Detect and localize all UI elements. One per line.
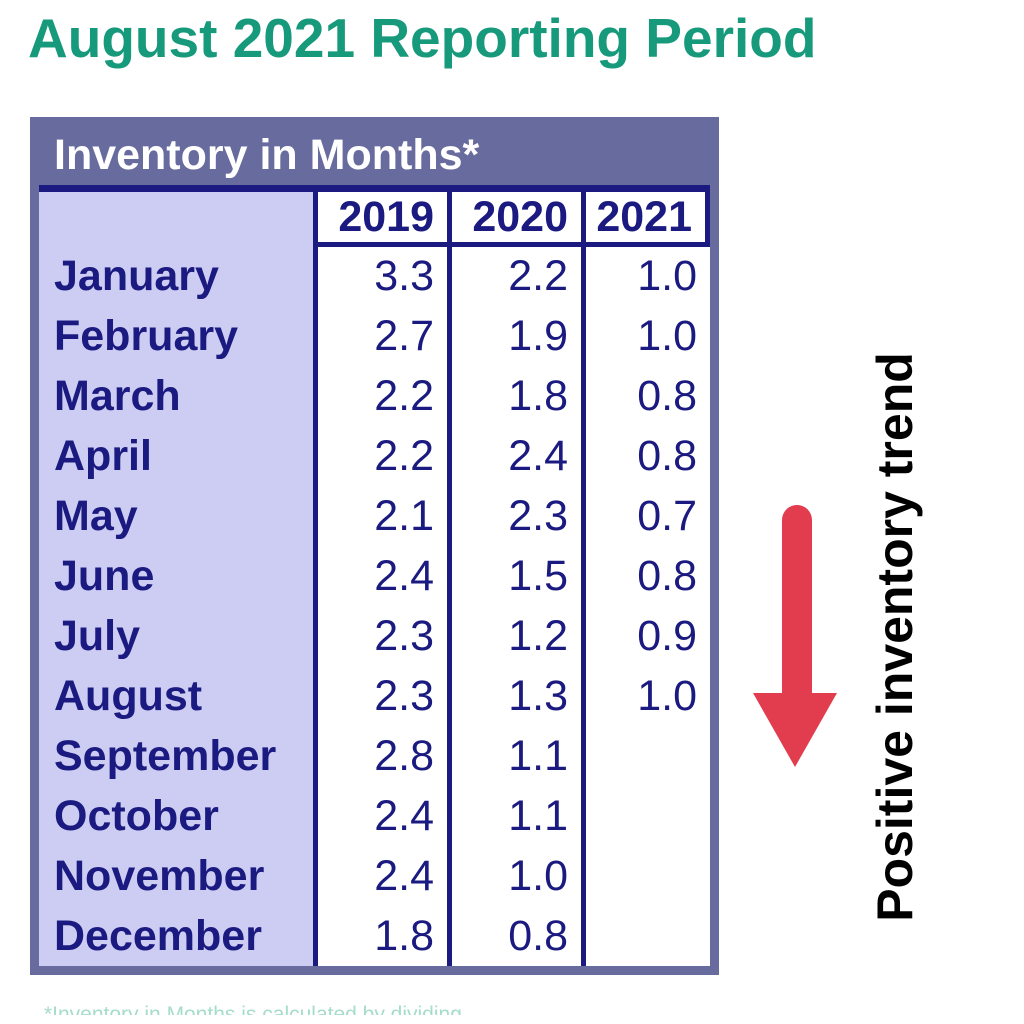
table-row: June 2.4 1.5 0.8	[39, 546, 710, 607]
value-2020: 1.8	[447, 366, 581, 427]
value-2021: 0.7	[581, 486, 710, 547]
month-label: February	[39, 306, 313, 367]
value-2019: 2.8	[313, 726, 447, 787]
value-2019: 3.3	[313, 247, 447, 307]
column-header-2021: 2021	[581, 192, 710, 247]
month-label: December	[39, 906, 313, 967]
value-2019: 2.3	[313, 666, 447, 727]
table-row: January 3.3 2.2 1.0	[39, 247, 710, 307]
page-title: August 2021 Reporting Period	[28, 7, 817, 69]
table-header: Inventory in Months*	[39, 126, 710, 185]
down-arrow-icon	[753, 505, 837, 767]
value-2020: 1.1	[447, 786, 581, 847]
month-label: May	[39, 486, 313, 547]
value-2020: 2.4	[447, 426, 581, 487]
value-2020: 1.1	[447, 726, 581, 787]
trend-annotation-label: Positive inventory trend	[867, 352, 923, 922]
value-2021: 1.0	[581, 247, 710, 307]
value-2019: 1.8	[313, 906, 447, 967]
month-label: September	[39, 726, 313, 787]
table-row: November 2.4 1.0	[39, 846, 710, 907]
value-2020: 1.3	[447, 666, 581, 727]
value-2019: 2.4	[313, 846, 447, 907]
value-2021: 0.8	[581, 546, 710, 607]
month-label: January	[39, 247, 313, 307]
value-2020: 1.9	[447, 306, 581, 367]
value-2021	[581, 726, 710, 787]
month-label: March	[39, 366, 313, 427]
value-2021	[581, 846, 710, 907]
value-2020: 2.2	[447, 247, 581, 307]
month-label: April	[39, 426, 313, 487]
month-label: June	[39, 546, 313, 607]
value-2021: 0.8	[581, 426, 710, 487]
value-2021	[581, 786, 710, 847]
table-row: February 2.7 1.9 1.0	[39, 306, 710, 367]
value-2020: 1.0	[447, 846, 581, 907]
inventory-table: Inventory in Months* 2019 2020 2021 Janu…	[30, 117, 719, 975]
value-2021: 0.9	[581, 606, 710, 667]
corner-cell	[39, 192, 313, 247]
value-2019: 2.1	[313, 486, 447, 547]
column-header-2019: 2019	[313, 192, 447, 247]
month-label: July	[39, 606, 313, 667]
table-row: December 1.8 0.8	[39, 906, 710, 967]
value-2021: 1.0	[581, 666, 710, 727]
value-2020: 1.2	[447, 606, 581, 667]
value-2019: 2.4	[313, 546, 447, 607]
header-divider	[39, 185, 710, 192]
value-2019: 2.2	[313, 366, 447, 427]
month-label: August	[39, 666, 313, 727]
table-row: May 2.1 2.3 0.7	[39, 486, 710, 547]
column-header-2020: 2020	[447, 192, 581, 247]
value-2020: 2.3	[447, 486, 581, 547]
table-row: March 2.2 1.8 0.8	[39, 366, 710, 427]
value-2019: 2.7	[313, 306, 447, 367]
month-label: November	[39, 846, 313, 907]
value-2020: 1.5	[447, 546, 581, 607]
value-2021: 0.8	[581, 366, 710, 427]
value-2020: 0.8	[447, 906, 581, 967]
table-row: July 2.3 1.2 0.9	[39, 606, 710, 667]
value-2021: 1.0	[581, 306, 710, 367]
value-2019: 2.4	[313, 786, 447, 847]
footnote: *Inventory in Months is calculated by di…	[44, 1003, 524, 1015]
value-2019: 2.2	[313, 426, 447, 487]
table-row: September 2.8 1.1	[39, 726, 710, 787]
year-header-row: 2019 2020 2021	[39, 192, 710, 247]
table-row: April 2.2 2.4 0.8	[39, 426, 710, 487]
value-2021	[581, 906, 710, 967]
table-body: January 3.3 2.2 1.0 February 2.7 1.9 1.0…	[39, 247, 710, 967]
value-2019: 2.3	[313, 606, 447, 667]
table-row: August 2.3 1.3 1.0	[39, 666, 710, 727]
month-label: October	[39, 786, 313, 847]
footnote-text: *Inventory in Months is calculated by di…	[44, 1003, 480, 1015]
table-row: October 2.4 1.1	[39, 786, 710, 847]
